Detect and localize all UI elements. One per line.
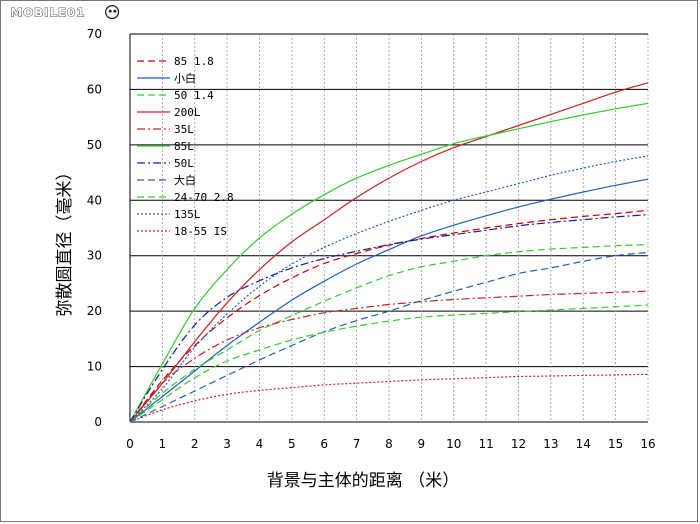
x-tick-label: 14	[576, 437, 591, 451]
mobile01-logo: MOBILE01	[10, 5, 120, 20]
x-tick-label: 15	[608, 437, 623, 451]
y-axis-title: 弥散圆直径（毫米）	[55, 164, 75, 317]
legend-label: 18-55 IS	[174, 225, 227, 238]
legend: 85 1.8 小白 50 1.4 200L 35L 85L 50L 大白 24-70 2.8 13…	[137, 55, 234, 238]
x-tick-label: 0	[126, 437, 134, 451]
logo-emblem-icon	[105, 5, 120, 20]
y-tick-label: 60	[87, 82, 102, 96]
y-tick-label: 50	[87, 138, 102, 152]
x-tick-label: 8	[385, 437, 393, 451]
x-tick-label: 9	[418, 437, 426, 451]
watermark-text: MOBILE01	[10, 6, 85, 20]
x-tick-label: 4	[256, 437, 264, 451]
legend-label: 24-70 2.8	[174, 191, 234, 204]
vertical-grid	[161, 34, 649, 422]
x-tick-label: 1	[159, 437, 167, 451]
x-tick-labels: 0 1 2 3 4 5 6 7 8 9 10 11 12 13 14 15 16	[126, 437, 655, 451]
legend-label: 135L	[174, 208, 201, 221]
series-line	[129, 209, 649, 423]
x-tick-label: 10	[446, 437, 461, 451]
series-line	[129, 214, 649, 423]
x-tick-label: 6	[320, 437, 328, 451]
x-tick-label: 7	[353, 437, 361, 451]
series-line	[129, 244, 649, 423]
series-group	[129, 82, 649, 423]
series-line	[129, 102, 649, 423]
legend-label: 200L	[174, 106, 201, 119]
series-line	[129, 304, 649, 423]
y-tick-label: 20	[87, 304, 102, 318]
series-line	[129, 155, 649, 423]
y-tick-labels: 0 10 20 30 40 50 60 70	[87, 27, 102, 429]
y-tick-label: 0	[94, 415, 102, 429]
x-tick-label: 3	[223, 437, 231, 451]
x-axis-title: 背景与主体的距离 （米）	[267, 471, 459, 491]
legend-label: 85 1.8	[174, 55, 214, 68]
series-line	[129, 82, 649, 423]
y-tick-label: 30	[87, 249, 102, 263]
legend-label: 小白	[174, 71, 196, 85]
series-line	[129, 178, 649, 423]
x-tick-label: 2	[191, 437, 199, 451]
x-tick-label: 5	[288, 437, 296, 451]
legend-label: 85L	[174, 140, 194, 153]
legend-label: 大白	[174, 173, 196, 187]
legend-label: 35L	[174, 123, 194, 136]
x-tick-label: 16	[640, 437, 655, 451]
y-tick-label: 70	[87, 27, 102, 41]
axes	[129, 34, 648, 423]
legend-label: 50 1.4	[174, 89, 214, 102]
legend-label: 50L	[174, 157, 194, 170]
x-tick-label: 13	[543, 437, 558, 451]
series-line	[129, 290, 649, 423]
series-line	[129, 251, 649, 423]
x-tick-label: 11	[478, 437, 493, 451]
x-tick-label: 12	[511, 437, 526, 451]
y-tick-label: 40	[87, 193, 102, 207]
y-tick-label: 10	[87, 360, 102, 374]
